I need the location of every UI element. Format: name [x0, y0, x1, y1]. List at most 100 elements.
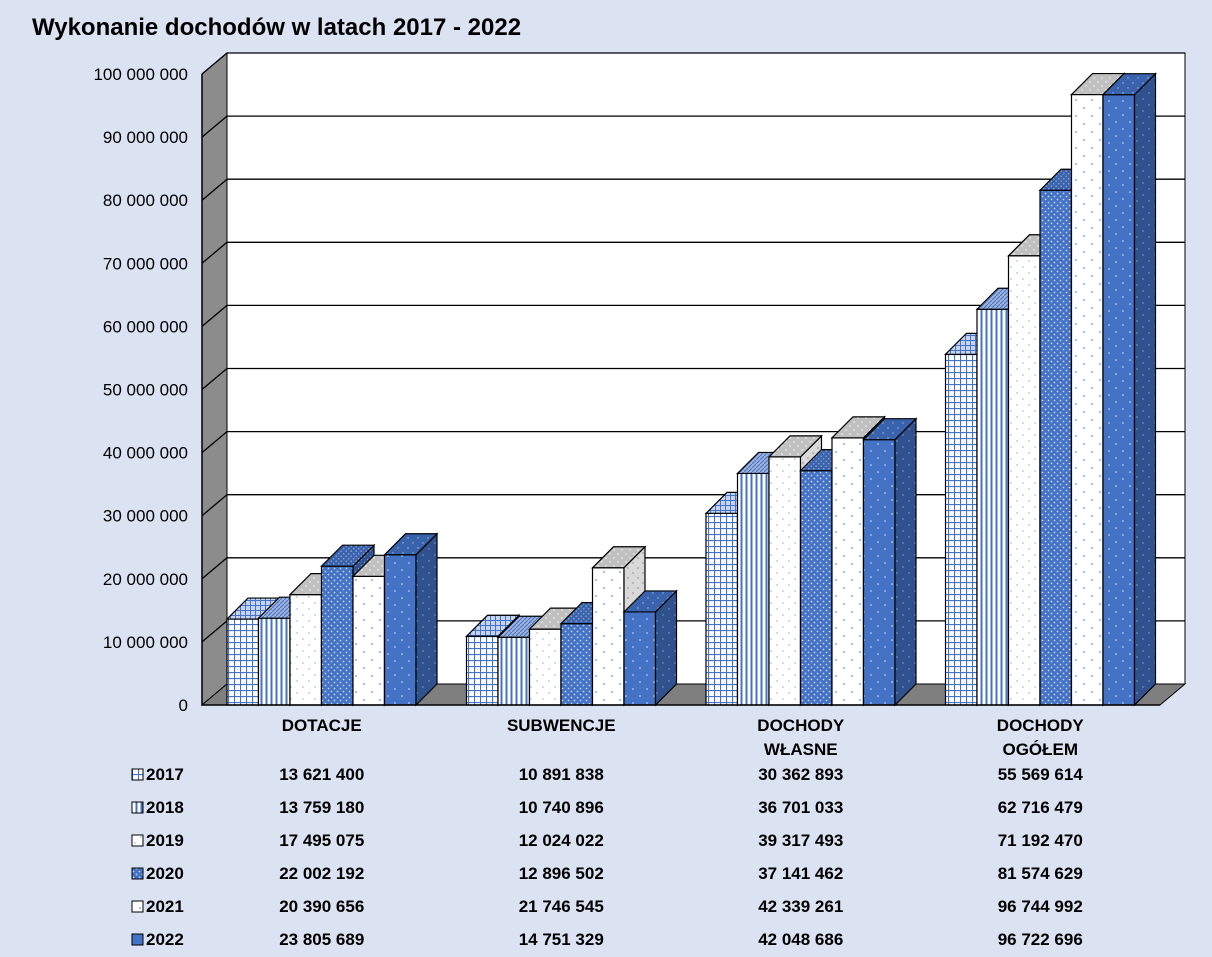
x-category-label: DOTACJE [282, 716, 362, 735]
y-tick-label: 90 000 000 [103, 128, 188, 147]
gridline-depth [201, 52, 228, 75]
bar-front [560, 623, 594, 706]
bar-front [383, 554, 417, 706]
bar-2022-2 [862, 417, 918, 707]
data-table-cell: 39 317 493 [758, 831, 843, 850]
data-table-cell: 20 390 656 [279, 897, 364, 916]
legend-key-2019 [131, 834, 144, 847]
bar-front [705, 512, 739, 706]
bar-front [831, 437, 865, 706]
data-table-cell: 37 141 462 [758, 864, 843, 883]
bar-front [623, 611, 657, 706]
y-tick-label: 70 000 000 [103, 254, 188, 273]
bar-front [497, 636, 531, 706]
bar-top [320, 544, 376, 567]
y-tick-label: 10 000 000 [103, 633, 188, 652]
legend-label-2021: 2021 [146, 897, 184, 916]
bar-front [352, 575, 386, 706]
legend-key-2018 [131, 801, 144, 814]
bar-2022-3 [1101, 72, 1157, 707]
data-table-cell: 17 495 075 [279, 831, 364, 850]
legend-key-2017 [131, 768, 144, 781]
bar-front [320, 565, 354, 706]
bar-top [465, 614, 521, 637]
gridline-depth [201, 241, 228, 264]
bar-front [465, 635, 499, 706]
bar-front [528, 628, 562, 706]
bar-side [894, 417, 917, 707]
gridline-depth [201, 304, 228, 327]
bar-top [622, 590, 678, 613]
bar-top [1101, 73, 1157, 96]
bar-front [799, 470, 833, 706]
data-table-cell: 96 744 992 [998, 897, 1083, 916]
y-tick-label: 30 000 000 [103, 507, 188, 526]
bar-top [591, 546, 647, 569]
bar-front [289, 594, 323, 706]
bar-front [1007, 255, 1041, 706]
bar-2022-1 [622, 589, 678, 707]
bar-2022-0 [383, 532, 439, 707]
data-table-cell: 14 751 329 [519, 930, 604, 949]
y-tick-label: 40 000 000 [103, 444, 188, 463]
data-table-cell: 55 569 614 [998, 765, 1084, 784]
data-table-cell: 13 759 180 [279, 798, 364, 817]
data-table-cell: 71 192 470 [998, 831, 1083, 850]
chart-bars [225, 72, 1157, 707]
bar-front [1039, 189, 1073, 706]
data-table-cell: 36 701 033 [758, 798, 843, 817]
gridline-depth [201, 368, 228, 390]
bar-front [257, 617, 291, 706]
bar-front [226, 618, 260, 706]
data-table-cell: 22 002 192 [279, 864, 364, 883]
data-table-cell: 21 746 545 [519, 897, 604, 916]
y-tick-label: 0 [179, 696, 188, 715]
legend-label-2022: 2022 [146, 930, 184, 949]
legend-key-2021 [131, 900, 144, 913]
bar-top [383, 533, 439, 556]
gridline-depth [201, 557, 228, 580]
chart-title: Wykonanie dochodów w latach 2017 - 2022 [32, 14, 522, 41]
data-table-cell: 13 621 400 [279, 765, 364, 784]
bar-top [767, 435, 823, 458]
bar-front [591, 567, 625, 706]
gridline-depth [201, 494, 228, 517]
data-table-cell: 10 891 838 [519, 765, 604, 784]
data-table-cell: 23 805 689 [279, 930, 364, 949]
legend-key-2022 [131, 933, 144, 946]
gridline-depth [201, 178, 228, 201]
data-table-cell: 12 024 022 [519, 831, 604, 850]
x-category-label: DOCHODY [757, 716, 845, 735]
data-table-cell: 62 716 479 [998, 798, 1083, 817]
bar-front [944, 353, 978, 706]
data-table-cell: 42 339 261 [758, 897, 843, 916]
x-category-label: OGÓŁEM [1002, 740, 1078, 759]
legend-key-2020 [131, 867, 144, 880]
bar-top [862, 418, 918, 441]
y-tick-label: 60 000 000 [103, 317, 188, 336]
gridline-depth [201, 431, 228, 454]
y-tick-label: 50 000 000 [103, 381, 188, 400]
legend-label-2017: 2017 [146, 765, 184, 784]
bar-front [736, 472, 770, 706]
y-tick-label: 20 000 000 [103, 570, 188, 589]
legend-label-2019: 2019 [146, 831, 184, 850]
bar-front [1070, 93, 1104, 706]
data-table-cell: 81 574 629 [998, 864, 1083, 883]
y-tick-label: 80 000 000 [103, 191, 188, 210]
chart-axes: 0 10 000 000 20 000 000 30 000 000 40 000 00… [93, 65, 1160, 759]
bar-front [862, 439, 896, 706]
gridline-depth [201, 115, 228, 138]
x-category-label: SUBWENCJE [507, 716, 616, 735]
data-table-cell: 30 362 893 [758, 765, 843, 784]
bar-side [415, 532, 438, 707]
x-category-label: WŁASNE [764, 740, 838, 759]
y-tick-label: 100 000 000 [93, 65, 188, 84]
legend-label-2018: 2018 [146, 798, 184, 817]
gridline-depth [201, 620, 228, 643]
data-table-cell: 10 740 896 [519, 798, 604, 817]
bar-front [768, 456, 802, 706]
data-table-cell: 96 722 696 [998, 930, 1083, 949]
